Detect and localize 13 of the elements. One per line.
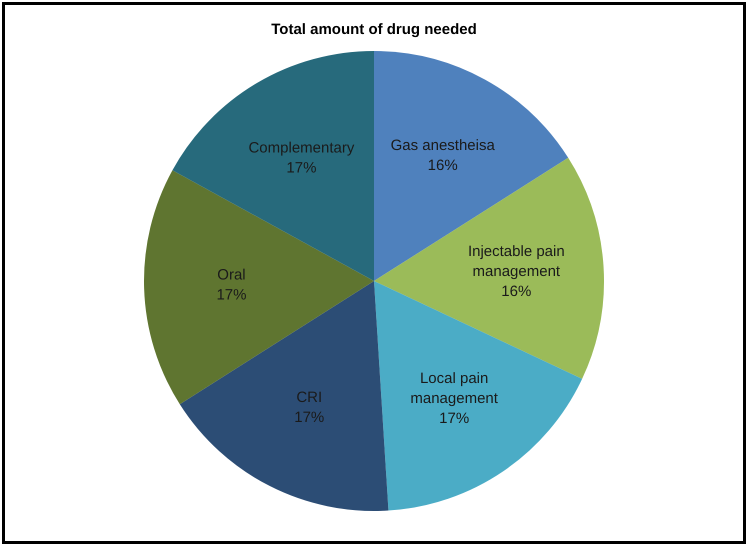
slice-label: Gas anestheisa: [390, 137, 496, 154]
data-label: 17%: [216, 286, 246, 304]
slice-label: CRI: [296, 389, 322, 406]
slice-label: Local pain management: [410, 370, 499, 408]
slice-label: Complementary: [248, 139, 355, 156]
data-label: 17%: [294, 409, 324, 426]
slice-label: Injectable pain management: [468, 243, 565, 280]
slice-label: Oral: [217, 266, 246, 284]
chart-title: Total amount of drug needed: [271, 21, 477, 38]
data-label: 16%: [501, 283, 532, 300]
data-label: 16%: [428, 157, 458, 174]
data-label: 17%: [286, 159, 316, 176]
data-label: 17%: [439, 410, 470, 428]
